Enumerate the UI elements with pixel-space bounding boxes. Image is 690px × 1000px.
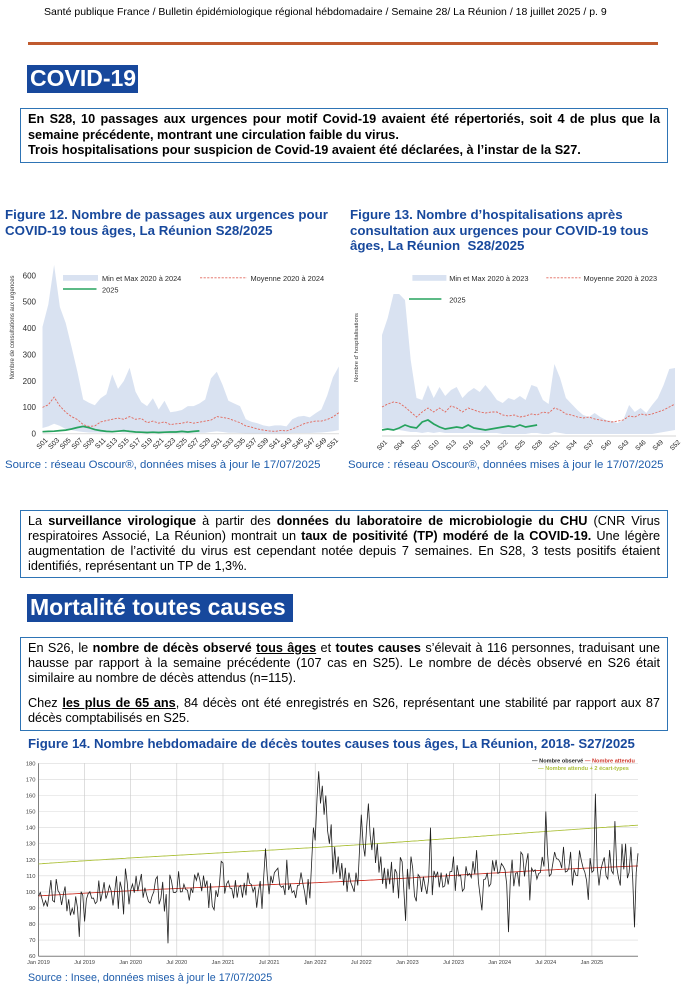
svg-text:Moyenne 2020 à 2024: Moyenne 2020 à 2024 <box>251 274 325 283</box>
svg-text:Min et Max 2020 à 2023: Min et Max 2020 à 2023 <box>449 274 528 283</box>
svg-text:S17: S17 <box>129 437 143 451</box>
svg-text:110: 110 <box>26 874 35 880</box>
svg-text:S07: S07 <box>71 437 85 451</box>
svg-text:S40: S40 <box>600 439 613 452</box>
svg-text:S41: S41 <box>268 437 282 451</box>
svg-text:Jan 2021: Jan 2021 <box>212 960 235 966</box>
svg-text:S16: S16 <box>462 439 475 452</box>
svg-text:S03: S03 <box>47 437 61 451</box>
svg-text:S43: S43 <box>280 437 294 451</box>
svg-text:Jul 2021: Jul 2021 <box>259 960 280 966</box>
svg-text:Jan 2025: Jan 2025 <box>581 960 604 966</box>
svg-text:S28: S28 <box>531 439 544 452</box>
svg-text:400: 400 <box>23 324 37 333</box>
svg-text:S51: S51 <box>326 437 340 451</box>
svg-text:600: 600 <box>23 271 37 280</box>
svg-text:S27: S27 <box>187 437 201 451</box>
svg-text:180: 180 <box>26 761 36 767</box>
svg-text:S31: S31 <box>548 439 561 452</box>
svg-text:Nombre de consultations aux ur: Nombre de consultations aux urgences <box>10 275 16 379</box>
svg-text:S43: S43 <box>617 439 630 452</box>
svg-text:Jul 2022: Jul 2022 <box>351 960 372 966</box>
svg-text:S49: S49 <box>652 439 665 452</box>
svg-text:S05: S05 <box>59 437 73 451</box>
svg-text:150: 150 <box>26 810 36 816</box>
svg-text:Jul 2020: Jul 2020 <box>166 960 187 966</box>
svg-text:Jan 2022: Jan 2022 <box>304 960 327 966</box>
svg-text:100: 100 <box>26 890 36 896</box>
svg-text:S04: S04 <box>393 439 406 452</box>
svg-text:Jan 2020: Jan 2020 <box>119 960 142 966</box>
svg-text:Moyenne 2020 à 2023: Moyenne 2020 à 2023 <box>584 274 658 283</box>
svg-text:S01: S01 <box>36 437 50 451</box>
svg-text:S45: S45 <box>291 437 305 451</box>
svg-text:2025: 2025 <box>102 286 118 295</box>
svg-text:0: 0 <box>32 430 37 439</box>
svg-text:Jan 2024: Jan 2024 <box>488 960 511 966</box>
svg-text:S21: S21 <box>152 437 166 451</box>
svg-text:120: 120 <box>26 858 36 864</box>
svg-text:S11: S11 <box>94 437 107 450</box>
svg-text:S25: S25 <box>514 439 527 452</box>
svg-text:S07: S07 <box>410 439 423 452</box>
svg-text:Jul 2019: Jul 2019 <box>74 960 95 966</box>
svg-text:S22: S22 <box>496 439 509 452</box>
svg-text:Jan 2023: Jan 2023 <box>396 960 419 966</box>
svg-text:S13: S13 <box>105 437 119 451</box>
svg-text:500: 500 <box>23 298 37 307</box>
svg-text:100: 100 <box>23 403 37 412</box>
svg-text:S46: S46 <box>634 439 647 452</box>
svg-text:S10: S10 <box>427 439 440 452</box>
svg-text:— Nombre attendu + 2 écart-typ: — Nombre attendu + 2 écart-types <box>538 766 629 772</box>
svg-text:S33: S33 <box>222 437 236 451</box>
svg-text:S52: S52 <box>669 439 682 452</box>
svg-text:200: 200 <box>23 377 37 386</box>
svg-text:S49: S49 <box>315 437 329 451</box>
svg-text:Jan 2019: Jan 2019 <box>27 960 50 966</box>
svg-text:130: 130 <box>26 842 36 848</box>
svg-text:S25: S25 <box>175 437 189 451</box>
svg-text:S37: S37 <box>245 437 259 451</box>
svg-text:80: 80 <box>29 922 35 928</box>
svg-text:S13: S13 <box>445 439 458 452</box>
svg-text:60: 60 <box>29 954 35 960</box>
svg-text:170: 170 <box>26 777 36 783</box>
svg-text:— Nombre observé — Nombre atte: — Nombre observé — Nombre attendu <box>532 759 635 765</box>
svg-text:300: 300 <box>23 350 37 359</box>
svg-text:S19: S19 <box>140 437 154 451</box>
svg-text:S15: S15 <box>117 437 131 451</box>
svg-text:S01: S01 <box>376 439 389 452</box>
svg-text:Jul 2024: Jul 2024 <box>535 960 556 966</box>
svg-text:2025: 2025 <box>449 296 465 305</box>
svg-text:S31: S31 <box>210 437 224 451</box>
svg-text:S23: S23 <box>164 437 178 451</box>
svg-text:S35: S35 <box>233 437 247 451</box>
svg-text:S39: S39 <box>257 437 271 451</box>
svg-text:Min et Max 2020 à 2024: Min et Max 2020 à 2024 <box>102 274 181 283</box>
svg-text:70: 70 <box>29 938 35 944</box>
svg-text:90: 90 <box>29 906 35 912</box>
svg-text:S37: S37 <box>583 439 596 452</box>
svg-text:S29: S29 <box>198 437 212 451</box>
svg-text:S34: S34 <box>565 439 578 452</box>
svg-text:S47: S47 <box>303 437 317 451</box>
svg-text:160: 160 <box>26 794 36 800</box>
svg-text:S19: S19 <box>479 439 492 452</box>
svg-text:Jul 2023: Jul 2023 <box>443 960 464 966</box>
svg-text:140: 140 <box>26 826 36 832</box>
svg-text:S09: S09 <box>82 437 96 451</box>
svg-text:Nombre d' hospitalisations: Nombre d' hospitalisations <box>354 313 360 382</box>
